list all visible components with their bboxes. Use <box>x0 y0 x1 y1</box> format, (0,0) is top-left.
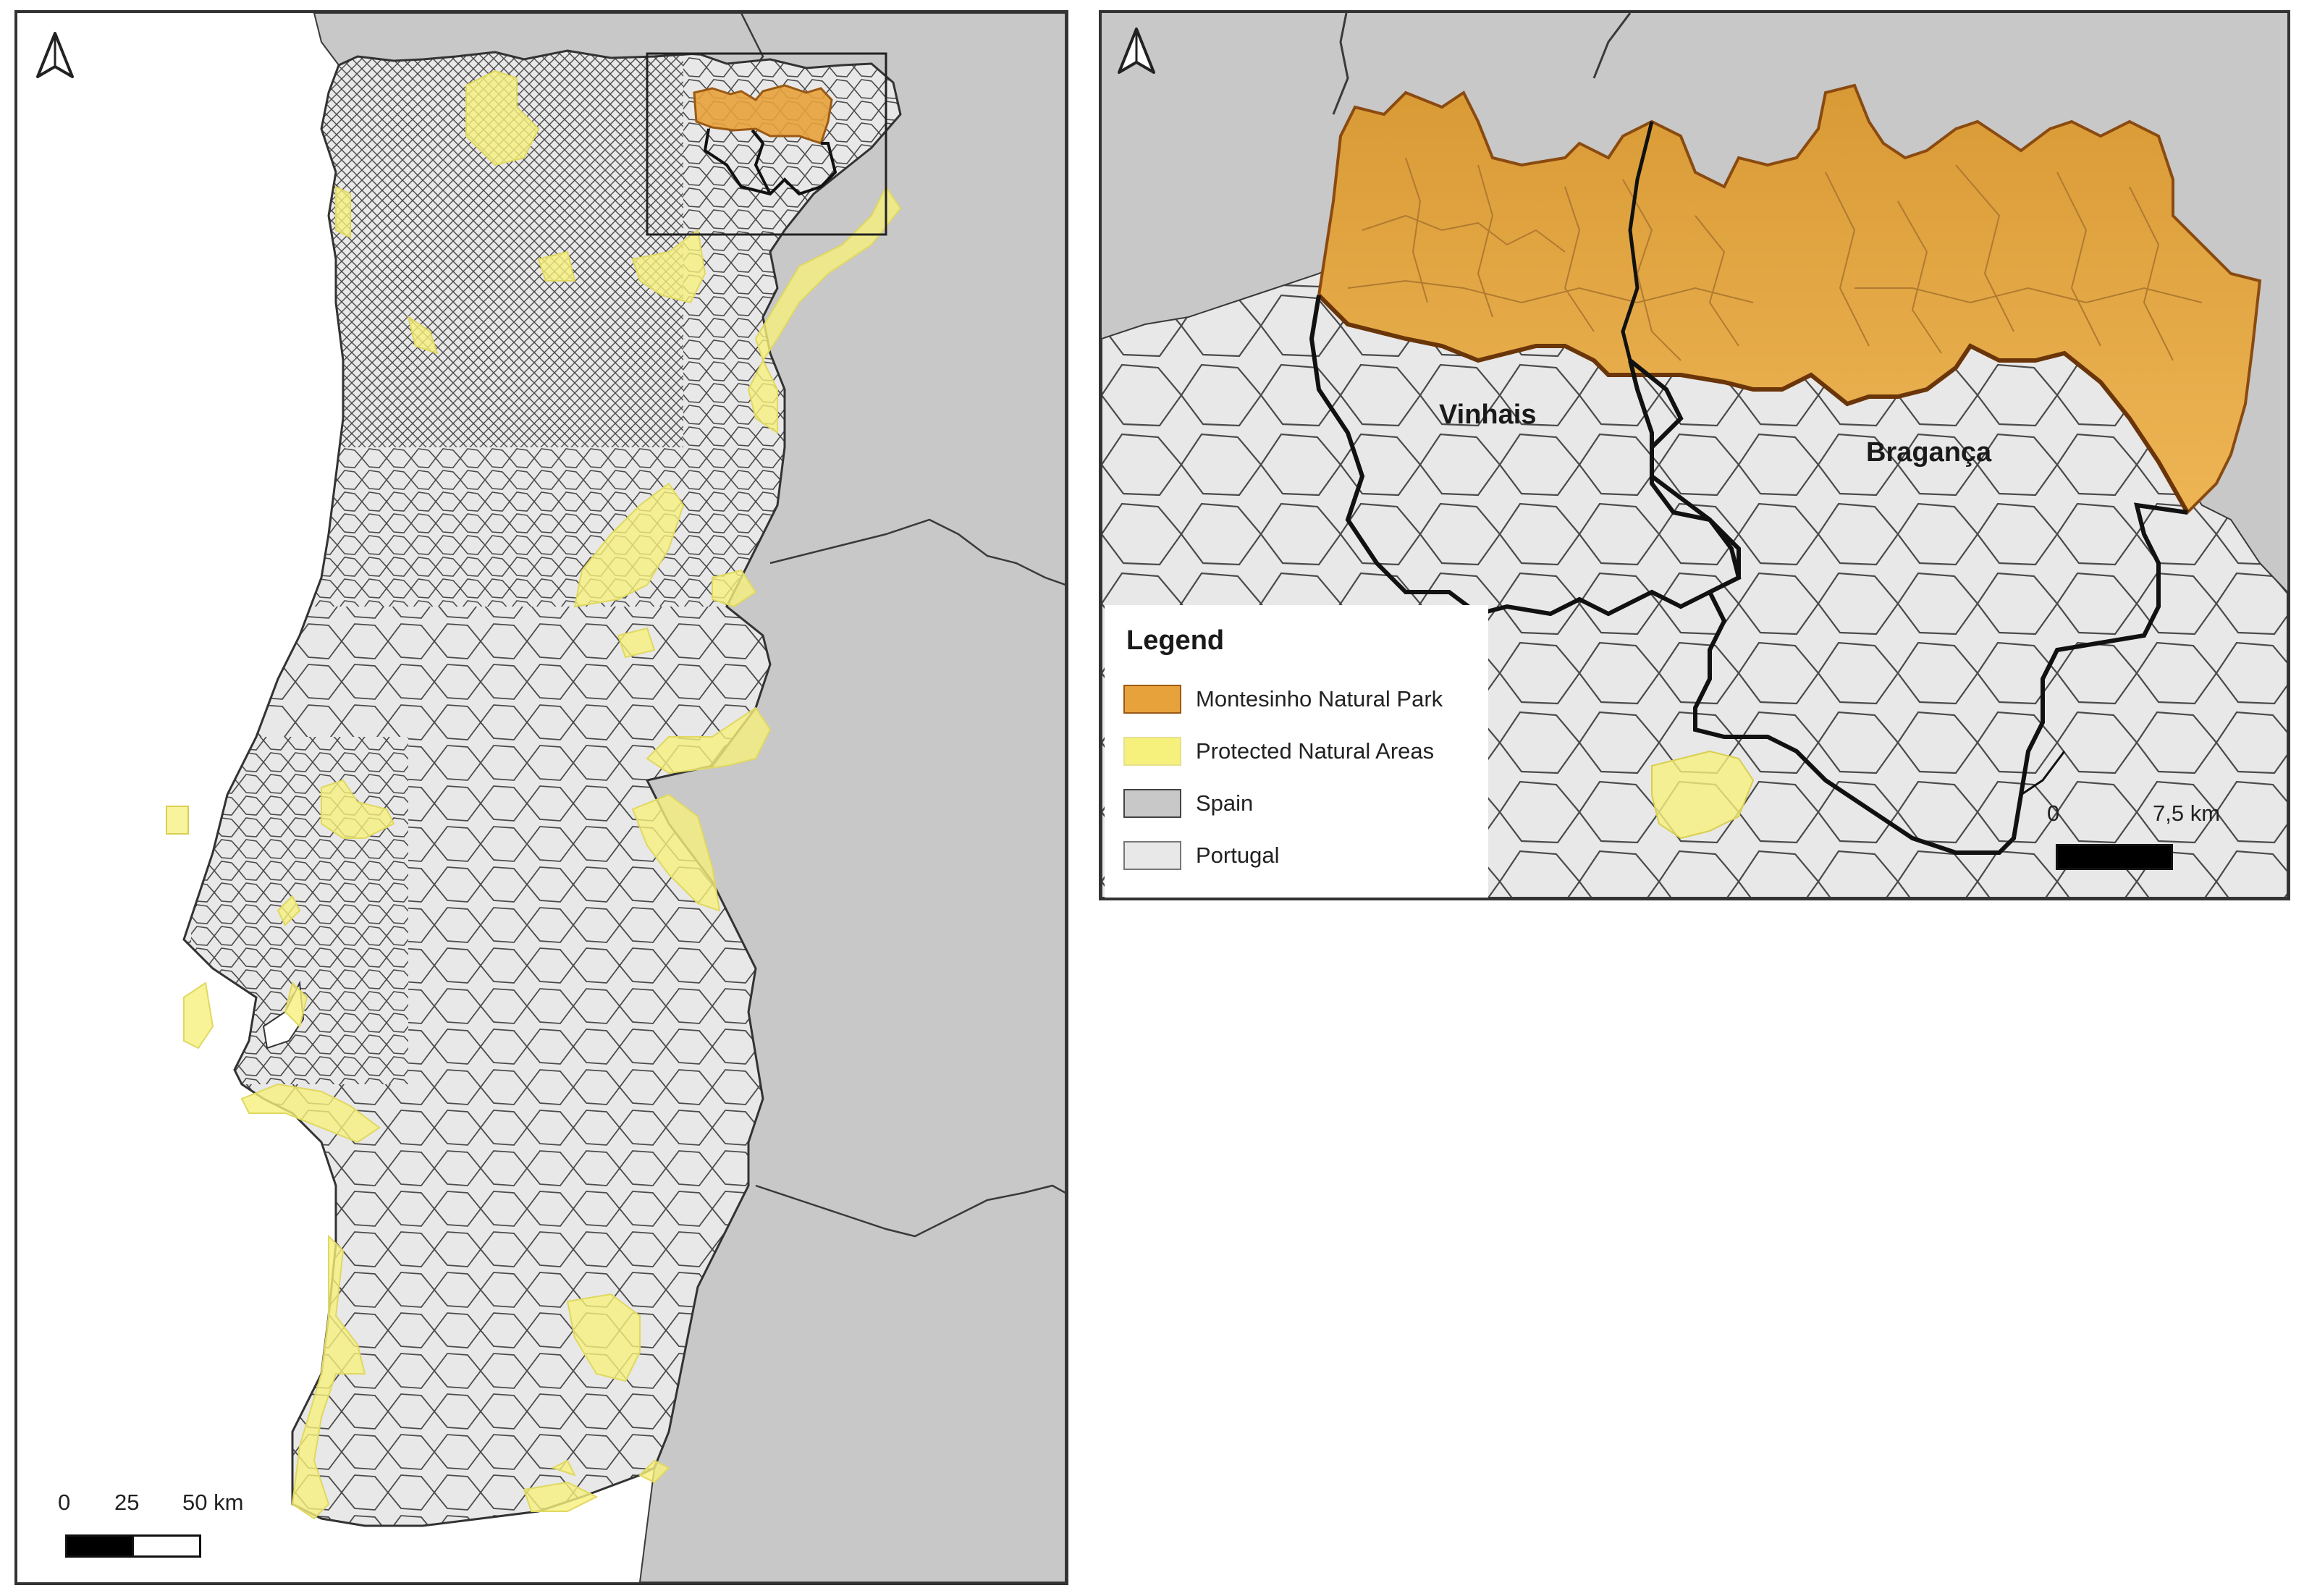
north-arrow-icon <box>1118 28 1155 74</box>
overview-map-canvas <box>166 13 1066 1582</box>
inset-scale-tick-end: 7,5 km <box>2153 801 2221 826</box>
legend-label-spain: Spain <box>1196 790 1254 816</box>
inset-scale-tick-0: 0 <box>2047 801 2060 826</box>
legend-item-protected: Protected Natural Areas <box>1123 732 1485 769</box>
overview-map[interactable]: 0 25 50 km <box>14 10 1068 1585</box>
inset-extent-box <box>646 52 887 236</box>
montesinho-overview <box>693 84 833 145</box>
legend-swatch-protected <box>1123 737 1181 766</box>
inset-map[interactable]: Vinhais Bragança Legend Montesinho Natur… <box>1099 10 2290 900</box>
scale-bar-segment-2 <box>132 1534 201 1558</box>
label-braganca: Bragança <box>1866 437 1992 468</box>
legend-swatch-portugal <box>1123 841 1181 870</box>
protected-area-inset <box>1651 750 1755 840</box>
legend-swatch-spain <box>1123 789 1181 818</box>
scale-bar-segment-1 <box>65 1534 135 1558</box>
inset-scale-bar <box>2056 844 2173 870</box>
legend-label-portugal: Portugal <box>1196 843 1280 868</box>
legend-item-montesinho: Montesinho Natural Park <box>1123 680 1485 717</box>
protected-areas <box>183 69 902 1520</box>
label-vinhais: Vinhais <box>1439 400 1537 430</box>
legend: Legend Montesinho Natural Park Protected… <box>1105 605 1488 898</box>
legend-label-montesinho: Montesinho Natural Park <box>1196 686 1443 712</box>
legend-item-spain: Spain <box>1123 785 1485 821</box>
legend-swatch-montesinho <box>1123 685 1181 714</box>
legend-item-portugal: Portugal <box>1123 837 1485 873</box>
scale-tick-0: 0 <box>58 1490 71 1515</box>
legend-label-protected: Protected Natural Areas <box>1196 738 1435 764</box>
scale-tick-50: 50 km <box>182 1490 244 1515</box>
north-arrow-icon <box>36 32 74 78</box>
legend-title: Legend <box>1126 625 1225 656</box>
scale-tick-25: 25 <box>114 1490 140 1515</box>
